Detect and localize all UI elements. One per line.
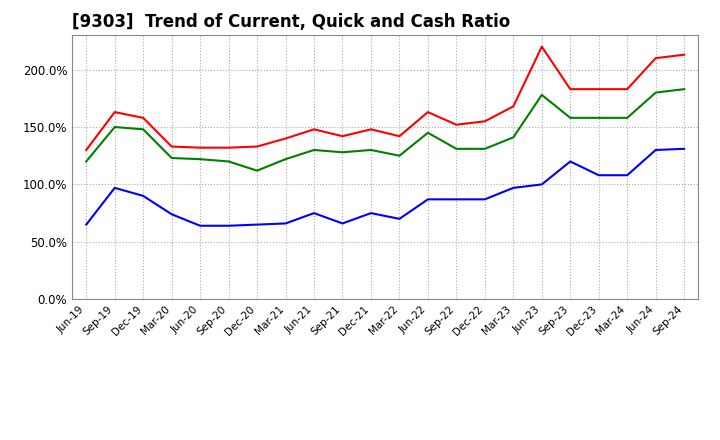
Quick Ratio	[566, 115, 575, 121]
Current Ratio	[310, 127, 318, 132]
Quick Ratio	[82, 159, 91, 164]
Cash Ratio	[310, 210, 318, 216]
Quick Ratio	[225, 159, 233, 164]
Cash Ratio	[82, 222, 91, 227]
Quick Ratio	[652, 90, 660, 95]
Cash Ratio	[139, 193, 148, 198]
Cash Ratio	[423, 197, 432, 202]
Quick Ratio	[366, 147, 375, 153]
Current Ratio	[282, 136, 290, 141]
Quick Ratio	[196, 157, 204, 162]
Cash Ratio	[537, 182, 546, 187]
Current Ratio	[110, 110, 119, 115]
Line: Cash Ratio: Cash Ratio	[86, 149, 684, 226]
Current Ratio	[167, 144, 176, 149]
Quick Ratio	[680, 87, 688, 92]
Quick Ratio	[167, 155, 176, 161]
Current Ratio	[480, 119, 489, 124]
Cash Ratio	[623, 172, 631, 178]
Cash Ratio	[480, 197, 489, 202]
Current Ratio	[82, 147, 91, 153]
Quick Ratio	[310, 147, 318, 153]
Current Ratio	[509, 104, 518, 109]
Quick Ratio	[282, 157, 290, 162]
Cash Ratio	[366, 210, 375, 216]
Current Ratio	[395, 134, 404, 139]
Current Ratio	[225, 145, 233, 150]
Cash Ratio	[196, 223, 204, 228]
Cash Ratio	[110, 185, 119, 191]
Current Ratio	[423, 110, 432, 115]
Quick Ratio	[623, 115, 631, 121]
Cash Ratio	[595, 172, 603, 178]
Quick Ratio	[452, 146, 461, 151]
Cash Ratio	[509, 185, 518, 191]
Quick Ratio	[110, 125, 119, 130]
Quick Ratio	[139, 127, 148, 132]
Line: Quick Ratio: Quick Ratio	[86, 89, 684, 171]
Current Ratio	[253, 144, 261, 149]
Current Ratio	[623, 87, 631, 92]
Current Ratio	[196, 145, 204, 150]
Quick Ratio	[595, 115, 603, 121]
Cash Ratio	[680, 146, 688, 151]
Cash Ratio	[338, 221, 347, 226]
Current Ratio	[452, 122, 461, 127]
Quick Ratio	[253, 168, 261, 173]
Cash Ratio	[282, 221, 290, 226]
Text: [9303]  Trend of Current, Quick and Cash Ratio: [9303] Trend of Current, Quick and Cash …	[72, 13, 510, 31]
Current Ratio	[566, 87, 575, 92]
Cash Ratio	[225, 223, 233, 228]
Cash Ratio	[395, 216, 404, 221]
Current Ratio	[680, 52, 688, 57]
Quick Ratio	[509, 135, 518, 140]
Quick Ratio	[537, 92, 546, 98]
Current Ratio	[537, 44, 546, 49]
Line: Current Ratio: Current Ratio	[86, 47, 684, 150]
Cash Ratio	[253, 222, 261, 227]
Cash Ratio	[566, 159, 575, 164]
Cash Ratio	[652, 147, 660, 153]
Current Ratio	[595, 87, 603, 92]
Current Ratio	[338, 134, 347, 139]
Current Ratio	[366, 127, 375, 132]
Quick Ratio	[338, 150, 347, 155]
Cash Ratio	[167, 212, 176, 217]
Quick Ratio	[395, 153, 404, 158]
Quick Ratio	[480, 146, 489, 151]
Current Ratio	[652, 55, 660, 61]
Current Ratio	[139, 115, 148, 121]
Cash Ratio	[452, 197, 461, 202]
Quick Ratio	[423, 130, 432, 136]
